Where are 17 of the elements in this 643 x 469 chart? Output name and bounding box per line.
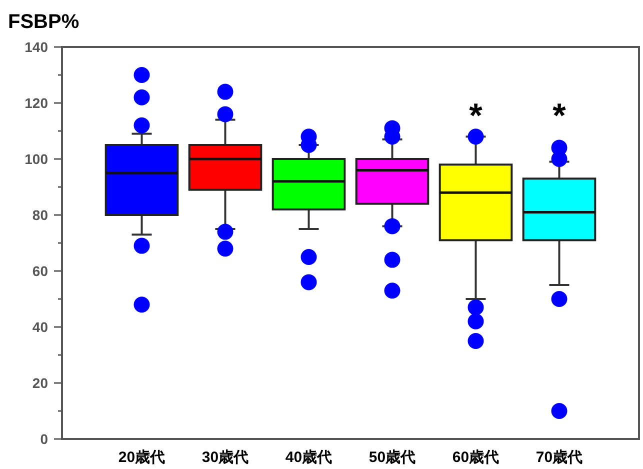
x-tick-label: 40歳代 — [285, 449, 332, 466]
x-tick-label: 60歳代 — [452, 449, 500, 466]
y-tick-label: 60 — [32, 263, 48, 279]
y-tick-label: 100 — [24, 151, 48, 167]
x-tick-label: 70歳代 — [536, 449, 583, 466]
y-tick-label: 120 — [24, 95, 48, 111]
y-tick-label: 0 — [40, 431, 48, 447]
annotation: * — [469, 97, 484, 135]
y-tick-label: 140 — [24, 39, 48, 55]
y-tick-label: 40 — [32, 319, 48, 335]
y-tick-label: 20 — [32, 375, 48, 391]
annotation: * — [552, 97, 567, 135]
y-tick-label: 80 — [32, 207, 48, 223]
x-tick-label: 20歳代 — [118, 449, 166, 466]
x-tick-label: 50歳代 — [368, 449, 416, 466]
y-axis-title: FSBP% — [8, 11, 80, 33]
x-tick-label: 30歳代 — [202, 449, 249, 466]
